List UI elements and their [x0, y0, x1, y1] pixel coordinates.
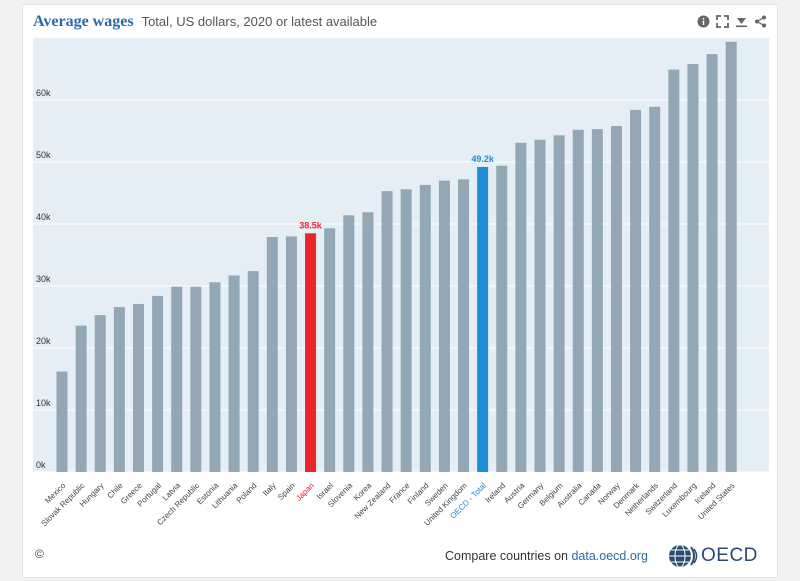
bar[interactable] — [553, 135, 565, 472]
bar[interactable] — [572, 129, 584, 472]
bar[interactable] — [171, 286, 183, 472]
compare-prefix: Compare countries on — [445, 549, 572, 563]
y-tick-label: 10k — [36, 398, 51, 408]
bar[interactable] — [362, 212, 374, 472]
bar[interactable] — [247, 271, 259, 472]
oecd-logo-text: OECD — [701, 545, 758, 566]
bar[interactable] — [534, 139, 546, 472]
bar[interactable] — [285, 236, 297, 472]
bar[interactable] — [419, 184, 431, 472]
bar[interactable] — [400, 189, 412, 472]
chart-card: Average wages Total, US dollars, 2020 or… — [22, 4, 778, 578]
chart-toolbar — [697, 15, 767, 28]
data-oecd-link[interactable]: data.oecd.org — [571, 549, 648, 563]
y-tick-label: 40k — [36, 212, 51, 222]
bar[interactable] — [668, 69, 680, 473]
bar[interactable] — [515, 142, 527, 472]
info-icon[interactable] — [697, 15, 710, 28]
bar[interactable] — [209, 282, 221, 472]
x-tick-label: Poland — [235, 481, 259, 505]
x-tick-label: Japan — [294, 481, 316, 503]
bar[interactable] — [610, 126, 622, 472]
fullscreen-icon[interactable] — [716, 15, 729, 28]
bar[interactable] — [266, 237, 278, 472]
bar[interactable] — [687, 64, 699, 472]
bar[interactable] — [381, 191, 393, 472]
y-tick-label: 20k — [36, 336, 51, 346]
chart-subtitle: Total, US dollars, 2020 or latest availa… — [141, 14, 378, 29]
share-icon[interactable] — [754, 15, 767, 28]
oecd-globe-icon — [669, 544, 698, 568]
bar[interactable] — [477, 166, 489, 472]
y-tick-label: 30k — [36, 274, 51, 284]
bar[interactable] — [190, 286, 202, 472]
data-label: 38.5k — [299, 220, 323, 230]
bar[interactable] — [649, 106, 661, 472]
bar[interactable] — [228, 275, 240, 472]
bar[interactable] — [305, 233, 317, 472]
oecd-logo[interactable]: OECD — [668, 543, 758, 569]
bar[interactable] — [630, 109, 642, 473]
y-tick-label: 50k — [36, 150, 51, 160]
bar[interactable] — [56, 371, 68, 472]
chart-title: Average wages — [33, 13, 134, 30]
x-tick-label: Spain — [276, 481, 297, 502]
bar[interactable] — [94, 315, 106, 472]
bar[interactable] — [152, 295, 164, 472]
download-icon[interactable] — [735, 15, 748, 28]
title-row: Average wages Total, US dollars, 2020 or… — [33, 13, 377, 35]
bar[interactable] — [725, 41, 737, 472]
compare-countries-text: Compare countries on data.oecd.org — [445, 549, 648, 563]
bar[interactable] — [75, 325, 87, 472]
copyright-symbol: © — [35, 547, 44, 561]
bar[interactable] — [496, 165, 508, 472]
y-tick-label: 60k — [36, 88, 51, 98]
bar[interactable] — [438, 180, 450, 472]
bar[interactable] — [458, 179, 470, 473]
data-label: 49.2k — [471, 154, 495, 164]
y-tick-label: 0k — [36, 460, 46, 470]
bar[interactable] — [132, 303, 144, 472]
bar[interactable] — [591, 129, 603, 472]
bar[interactable] — [324, 228, 336, 472]
bar[interactable] — [343, 215, 355, 472]
bar[interactable] — [706, 54, 718, 473]
bar[interactable] — [113, 307, 125, 472]
